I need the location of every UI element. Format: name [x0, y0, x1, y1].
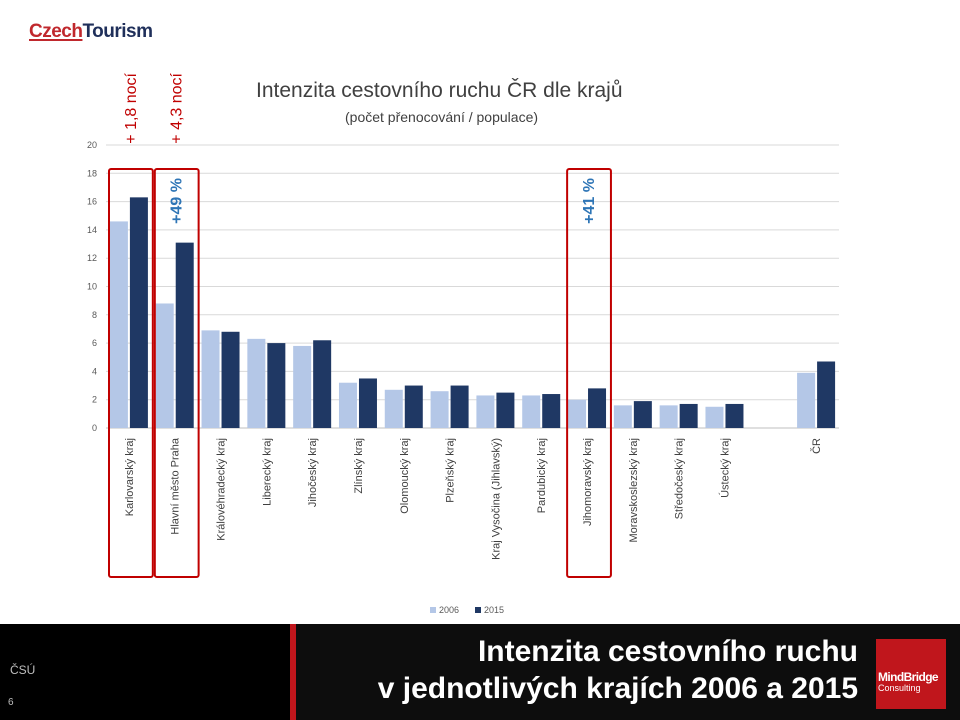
bar-2006: [338, 382, 357, 428]
y-tick-label: 18: [87, 168, 97, 178]
bar-chart: 0 2 4 6 8 10 12 14 16 18 20 Karlovarský kraj Hlavní …: [87, 72, 839, 615]
footer-accent-bar: [290, 624, 296, 720]
highlight-box: [153, 168, 200, 578]
bar-2006: [384, 389, 403, 428]
legend-swatch: [475, 607, 481, 613]
bar-2015: [542, 394, 561, 428]
slide-title-line2: v jednotlivých krajích 2006 a 2015: [377, 672, 858, 705]
y-tick-label: 12: [87, 253, 97, 263]
footer-left-panel: [0, 624, 290, 720]
category-label: Plzeňský kraj: [445, 438, 457, 503]
bar-2015: [221, 331, 240, 428]
category-label: Zlínský kraj: [353, 438, 365, 494]
czechtourism-logo: CzechTourism: [29, 21, 153, 43]
chart-title: Intenzita cestovního ruchu ČR dle krajů: [256, 79, 623, 102]
y-tick-label: 10: [87, 282, 97, 292]
category-label: ČR: [810, 438, 823, 454]
bar-2015: [817, 361, 836, 428]
bar-2006: [613, 405, 632, 428]
footer-title-panel: [296, 624, 960, 720]
bar-2015: [358, 378, 377, 428]
page-number: 6: [8, 697, 14, 708]
bar-2015: [267, 343, 286, 428]
bar-2006: [797, 372, 816, 428]
growth-annotation: +41 %: [581, 178, 598, 224]
category-label: Kraj Vysočina (Jihlavský): [490, 438, 502, 560]
category-label: Královéhradecký kraj: [216, 438, 228, 541]
bar-2006: [476, 395, 495, 428]
bar-2006: [568, 399, 587, 428]
bar-2015: [725, 403, 744, 428]
bar-2015: [588, 388, 607, 428]
category-label: Jihomoravský kraj: [582, 438, 594, 526]
bar-2015: [450, 385, 469, 428]
category-label: Ústecký kraj: [718, 438, 731, 498]
category-label: Liberecký kraj: [261, 438, 273, 506]
bar-2006: [201, 330, 220, 428]
y-tick-label: 2: [92, 395, 97, 405]
y-tick-label: 20: [87, 140, 97, 150]
legend-label: 2006: [439, 605, 459, 615]
highlight-box: [108, 168, 154, 578]
slide-title-line1: Intenzita cestovního ruchu: [477, 635, 858, 668]
category-label: Jihočeský kraj: [307, 438, 319, 507]
bar-2006: [659, 405, 678, 428]
category-label: Pardubický kraj: [536, 438, 548, 513]
category-label: Moravskoslezský kraj: [628, 438, 640, 543]
bar-2006: [430, 391, 449, 428]
source-label: ČSÚ: [10, 663, 36, 677]
category-label: Olomoucký kraj: [399, 438, 411, 514]
y-tick-label: 0: [92, 423, 97, 433]
bar-2015: [313, 340, 332, 428]
nights-annotation: + 4,3 nocí: [169, 72, 186, 143]
bar-2015: [679, 403, 698, 428]
bar-2015: [175, 242, 194, 428]
bar-2006: [155, 303, 174, 428]
mindbridge-logo-sub: Consulting: [878, 683, 921, 693]
bar-2015: [404, 385, 423, 428]
category-label: Středočeský kraj: [674, 438, 686, 519]
highlight-box: [566, 168, 612, 578]
mindbridge-logo: MindBridge Consulting: [876, 639, 946, 709]
bar-2006: [109, 221, 128, 428]
slide-title: Intenzita cestovního ruchu v jednotlivýc…: [378, 633, 858, 707]
y-tick-label: 6: [92, 338, 97, 348]
bar-2006: [247, 338, 266, 428]
legend-label: 2015: [484, 605, 504, 615]
bar-2006: [522, 395, 541, 428]
chart-subtitle: (počet přenocování / populace): [345, 109, 539, 125]
growth-annotation: +49 %: [169, 178, 186, 224]
mindbridge-logo-name: MindBridge: [878, 670, 939, 684]
category-label: Karlovarský kraj: [124, 438, 136, 516]
category-label: Hlavní město Praha: [170, 437, 182, 534]
nights-annotation: + 1,8 nocí: [123, 72, 140, 143]
bar-2015: [496, 392, 515, 428]
y-tick-label: 8: [92, 310, 97, 320]
bar-2015: [633, 401, 652, 428]
bar-2006: [293, 345, 312, 428]
logo-czech-text: Czech: [29, 21, 83, 42]
logo-tourism-text: Tourism: [82, 21, 153, 42]
y-tick-label: 16: [87, 197, 97, 207]
y-tick-label: 4: [92, 366, 97, 376]
bar-2006: [705, 406, 724, 428]
y-tick-label: 14: [87, 225, 97, 235]
bar-2015: [129, 197, 148, 428]
legend-swatch: [430, 607, 436, 613]
